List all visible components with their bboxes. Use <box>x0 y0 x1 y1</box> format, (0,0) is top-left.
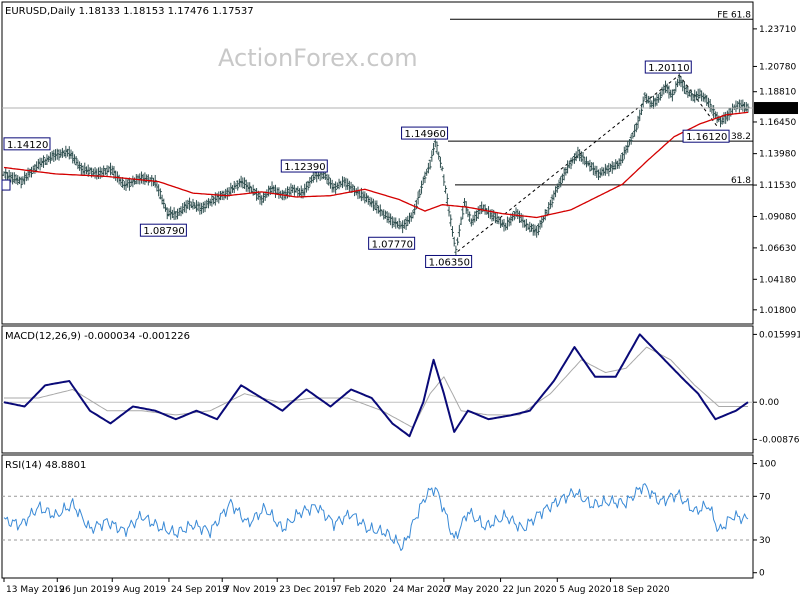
price-y-tick-label: 1.09080 <box>759 212 796 222</box>
last-price-label: 1.17537 <box>757 105 794 115</box>
x-tick-label: 22 Jun 2020 <box>503 585 557 595</box>
rsi-y-tick-label: 70 <box>759 492 771 502</box>
swing-label: 1.08790 <box>143 226 184 237</box>
swing-label-box <box>139 223 187 237</box>
rsi-y-tick-label: 100 <box>759 460 776 470</box>
price-y-tick-label: 1.18810 <box>759 88 796 98</box>
x-tick-label: 7 May 2020 <box>446 585 499 595</box>
price-series <box>2 73 750 256</box>
rsi-y-tick-label: 30 <box>759 536 771 546</box>
moving-average-series <box>3 111 749 219</box>
macd-main-line <box>3 333 749 438</box>
fibo-levels: FE 61.8 38.2 61.8 <box>448 10 753 186</box>
macd-y-axis: 0.015991 0.00 -0.00876 <box>753 330 800 445</box>
x-tick-label: 23 Dec 2019 <box>279 585 337 595</box>
x-tick-label: 13 May 2019 <box>6 585 65 595</box>
price-y-tick-label: 1.06630 <box>759 244 796 254</box>
last-price-box <box>754 102 798 115</box>
swing-label-box <box>401 126 449 140</box>
price-y-tick-label: 1.04180 <box>759 275 796 285</box>
swing-label: 1.20110 <box>648 63 689 74</box>
price-y-axis: 1.23710 1.20780 1.18810 1.16450 1.13980 1.115… <box>753 25 796 316</box>
swing-label-box <box>644 60 692 74</box>
x-tick-label: 7 Nov 2019 <box>224 585 276 595</box>
price-y-tick-label: 1.11530 <box>759 181 796 191</box>
swing-label-box <box>682 129 730 143</box>
price-header: EURUSD,Daily 1.18133 1.18153 1.17476 1.1… <box>5 6 254 17</box>
x-tick-label: 18 Sep 2020 <box>613 585 670 595</box>
swing-annotations: 1.14120 1.08790 1.12390 1.07770 1.14960 1.063… <box>1 60 730 268</box>
price-y-tick-label: 1.16450 <box>759 118 796 128</box>
x-tick-label: 26 Jun 2019 <box>59 585 113 595</box>
swing-label: 1.14960 <box>405 129 446 140</box>
rsi-y-tick-label: 0 <box>759 569 765 579</box>
macd-y-tick-label: -0.00876 <box>759 435 800 445</box>
swing-label: 1.14120 <box>7 140 48 151</box>
x-tick-label: 5 Aug 2020 <box>559 585 611 595</box>
swing-label-box <box>3 137 51 151</box>
swing-label: 1.16120 <box>686 132 727 143</box>
rsi-series <box>3 483 749 551</box>
last-price-line: 1.17537 <box>2 102 798 115</box>
x-tick-label: 24 Sep 2019 <box>171 585 228 595</box>
macd-y-tick-label: 0.015991 <box>759 330 800 340</box>
macd-panel: MACD(12,26,9) -0.000034 -0.001226 0.0159… <box>1 325 800 454</box>
x-tick-label: 7 Feb 2020 <box>336 585 387 595</box>
price-panel: ActionForex.com EURUSD,Daily 1.18133 1.1… <box>1 1 798 325</box>
swing-label-box <box>280 159 328 173</box>
watermark: ActionForex.com <box>218 44 418 72</box>
rsi-panel: RSI(14) 48.8801 100 70 30 0 <box>1 454 776 579</box>
price-y-tick-label: 1.20780 <box>759 62 796 72</box>
price-y-tick-label: 1.23710 <box>759 25 796 35</box>
moving-average-line <box>3 111 749 219</box>
swing-label: 1.07770 <box>372 239 413 250</box>
macd-header: MACD(12,26,9) -0.000034 -0.001226 <box>5 331 190 342</box>
macd-y-tick-label: 0.00 <box>759 398 779 408</box>
x-tick-label: 9 Aug 2019 <box>114 585 166 595</box>
x-tick-label: 24 Mar 2020 <box>393 585 450 595</box>
left-edge-marker <box>1 179 11 191</box>
macd-main-series <box>3 333 749 438</box>
fibo-level-label: 38.2 <box>731 132 751 142</box>
swing-label-box <box>425 254 473 268</box>
price-y-tick-label: 1.01800 <box>759 306 796 316</box>
rsi-line <box>3 483 749 551</box>
swing-label-box <box>368 236 416 250</box>
price-frame <box>1 1 754 325</box>
rsi-y-axis: 100 70 30 0 <box>753 460 776 579</box>
rsi-frame <box>1 454 754 579</box>
swing-label: 1.12390 <box>284 162 325 173</box>
swing-label: 1.06350 <box>429 257 470 268</box>
fibo-level-label: 61.8 <box>731 176 751 186</box>
price-y-tick-label: 1.13980 <box>759 150 796 160</box>
rsi-header: RSI(14) 48.8801 <box>5 460 86 471</box>
fibo-level-label: FE 61.8 <box>717 10 751 20</box>
macd-frame <box>1 325 754 454</box>
